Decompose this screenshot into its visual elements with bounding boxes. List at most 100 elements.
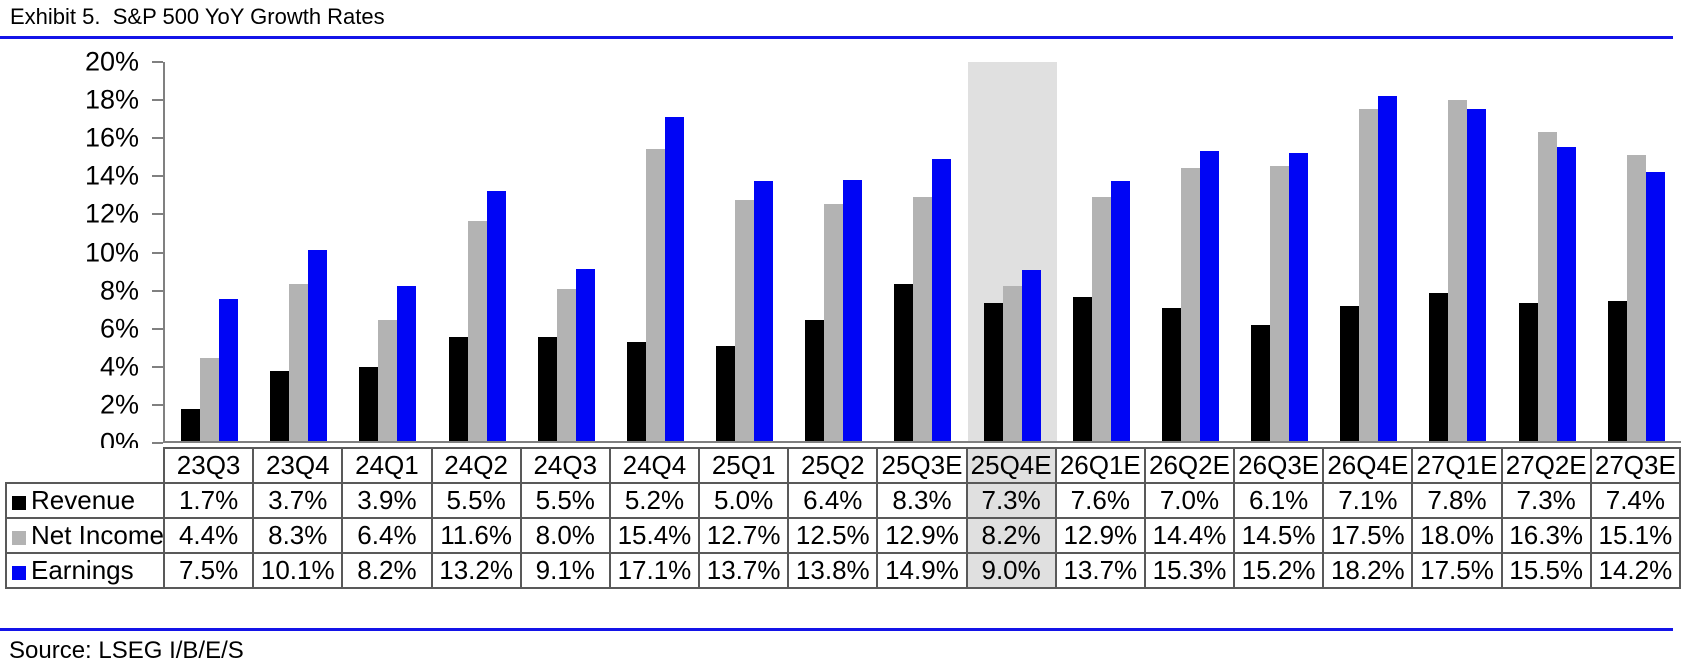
y-axis-label-14: 14% bbox=[84, 160, 139, 191]
bar-revenue-24Q4 bbox=[626, 342, 646, 441]
bar-revenue-25Q3E bbox=[894, 283, 914, 441]
cell-revenue-26Q2E: 7.0% bbox=[1143, 482, 1236, 519]
cell-net-income-27Q3E: 15.1% bbox=[1589, 517, 1682, 554]
bar-revenue-24Q1 bbox=[359, 367, 379, 441]
cell-earnings-26Q1E: 13.7% bbox=[1054, 552, 1146, 589]
bottom-divider bbox=[0, 628, 1673, 631]
exhibit-title: Exhibit 5. S&P 500 YoY Growth Rates bbox=[10, 4, 385, 29]
bar-net-income-24Q4 bbox=[645, 149, 665, 441]
table-header-26Q3E: 26Q3E bbox=[1233, 447, 1325, 484]
y-axis-tick-2 bbox=[152, 403, 163, 406]
growth-table: 23Q3 23Q4 24Q1 24Q2 24Q3 24Q4 25Q1 25Q2 25Q3E 25Q… bbox=[5, 447, 1682, 589]
bar-group-27Q2E bbox=[1503, 62, 1592, 441]
table-row-earnings: Earnings 7.5% 10.1% 8.2% 13.2% 9.1% 17.1% 13.7%… bbox=[5, 552, 1682, 589]
bar-net-income-25Q3E bbox=[913, 196, 933, 441]
bar-earnings-25Q3E bbox=[932, 158, 952, 441]
legend-label-revenue: Revenue bbox=[31, 485, 136, 515]
cell-net-income-25Q2: 12.5% bbox=[787, 517, 879, 554]
table-header-25Q4E: 25Q4E bbox=[965, 447, 1057, 484]
y-axis-tick-16 bbox=[152, 137, 163, 140]
cell-revenue-26Q1E: 7.6% bbox=[1054, 482, 1146, 519]
bar-earnings-26Q2E bbox=[1199, 151, 1219, 441]
cell-net-income-25Q1: 12.7% bbox=[698, 517, 790, 554]
bar-net-income-26Q2E bbox=[1180, 168, 1200, 441]
bar-earnings-23Q4 bbox=[308, 249, 328, 441]
y-axis-tick-4 bbox=[152, 365, 163, 368]
bar-revenue-26Q1E bbox=[1072, 296, 1092, 441]
top-divider bbox=[0, 36, 1673, 39]
legend-swatch-icon-revenue bbox=[12, 496, 26, 510]
bar-earnings-25Q2 bbox=[843, 179, 863, 441]
bar-net-income-25Q4E bbox=[1002, 285, 1022, 441]
cell-net-income-24Q2: 11.6% bbox=[430, 517, 522, 554]
bar-net-income-25Q1 bbox=[735, 200, 755, 441]
y-axis-label-20: 20% bbox=[84, 46, 139, 77]
y-axis-tick-0 bbox=[152, 442, 163, 444]
bar-earnings-24Q1 bbox=[397, 285, 417, 441]
cell-earnings-25Q2: 13.8% bbox=[787, 552, 879, 589]
cell-revenue-27Q1E: 7.8% bbox=[1411, 482, 1503, 519]
plot-area bbox=[163, 62, 1681, 443]
cell-earnings-24Q1: 8.2% bbox=[341, 552, 433, 589]
bar-revenue-24Q3 bbox=[537, 336, 557, 441]
table-header-26Q1E: 26Q1E bbox=[1054, 447, 1146, 484]
bar-group-26Q1E bbox=[1057, 62, 1146, 441]
bar-group-24Q3 bbox=[522, 62, 611, 441]
bar-net-income-23Q3 bbox=[200, 357, 220, 441]
bar-group-23Q3 bbox=[165, 62, 254, 441]
table-header-24Q1: 24Q1 bbox=[341, 447, 433, 484]
cell-earnings-27Q3E: 14.2% bbox=[1589, 552, 1682, 589]
cell-net-income-26Q1E: 12.9% bbox=[1054, 517, 1146, 554]
bar-group-25Q1 bbox=[700, 62, 789, 441]
table-header-26Q4E: 26Q4E bbox=[1322, 447, 1414, 484]
y-axis-tick-14 bbox=[152, 175, 163, 178]
y-axis-label-6: 6% bbox=[99, 313, 139, 344]
y-axis-label-8: 8% bbox=[99, 275, 139, 306]
bar-group-26Q4E bbox=[1324, 62, 1413, 441]
legend-cell-net-income: Net Income bbox=[5, 517, 165, 554]
bar-net-income-26Q1E bbox=[1091, 196, 1111, 441]
bar-net-income-27Q3E bbox=[1626, 154, 1646, 441]
bar-earnings-24Q3 bbox=[575, 268, 595, 441]
bar-earnings-25Q1 bbox=[754, 181, 774, 441]
bar-net-income-24Q1 bbox=[378, 319, 398, 441]
y-axis-tick-12 bbox=[152, 213, 163, 216]
cell-revenue-25Q1: 5.0% bbox=[698, 482, 790, 519]
cell-net-income-26Q2E: 14.4% bbox=[1143, 517, 1236, 554]
bar-earnings-25Q4E bbox=[1021, 270, 1041, 441]
cell-earnings-26Q3E: 15.2% bbox=[1233, 552, 1325, 589]
table-header-25Q1: 25Q1 bbox=[698, 447, 790, 484]
bar-revenue-26Q3E bbox=[1251, 325, 1271, 441]
highlighted-bar-group-25Q4E bbox=[967, 62, 1057, 441]
cell-revenue-24Q1: 3.9% bbox=[341, 482, 433, 519]
bar-earnings-26Q3E bbox=[1289, 152, 1309, 441]
cell-net-income-25Q3E: 12.9% bbox=[876, 517, 968, 554]
cell-earnings-24Q3: 9.1% bbox=[519, 552, 611, 589]
cell-earnings-25Q4E: 9.0% bbox=[965, 552, 1057, 589]
legend-swatch-icon-earnings bbox=[12, 566, 26, 580]
bar-earnings-26Q1E bbox=[1110, 181, 1130, 441]
cell-earnings-24Q2: 13.2% bbox=[430, 552, 522, 589]
cell-net-income-24Q3: 8.0% bbox=[519, 517, 611, 554]
table-header-23Q3: 23Q3 bbox=[162, 447, 255, 484]
table-header-26Q2E: 26Q2E bbox=[1143, 447, 1236, 484]
bar-net-income-24Q3 bbox=[556, 289, 576, 441]
bar-revenue-25Q2 bbox=[805, 319, 825, 441]
cell-net-income-23Q4: 8.3% bbox=[252, 517, 344, 554]
bar-earnings-27Q2E bbox=[1556, 147, 1576, 441]
table-header-23Q4: 23Q4 bbox=[252, 447, 344, 484]
y-axis-label-16: 16% bbox=[84, 122, 139, 153]
table-header-27Q3E: 27Q3E bbox=[1589, 447, 1682, 484]
bar-earnings-24Q4 bbox=[664, 116, 684, 441]
cell-revenue-25Q2: 6.4% bbox=[787, 482, 879, 519]
source-text: Source: LSEG I/B/E/S bbox=[9, 637, 244, 664]
table-header-27Q1E: 27Q1E bbox=[1411, 447, 1503, 484]
cell-earnings-23Q3: 7.5% bbox=[162, 552, 255, 589]
bar-earnings-24Q2 bbox=[486, 190, 506, 441]
bar-net-income-26Q3E bbox=[1270, 166, 1290, 441]
cell-net-income-26Q3E: 14.5% bbox=[1233, 517, 1325, 554]
table-header-24Q2: 24Q2 bbox=[430, 447, 522, 484]
bar-group-27Q1E bbox=[1413, 62, 1502, 441]
bar-earnings-27Q3E bbox=[1645, 171, 1665, 441]
cell-earnings-27Q1E: 17.5% bbox=[1411, 552, 1503, 589]
